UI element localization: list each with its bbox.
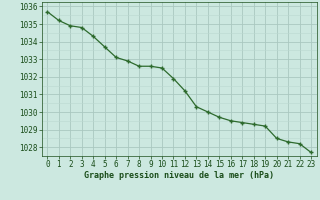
- X-axis label: Graphe pression niveau de la mer (hPa): Graphe pression niveau de la mer (hPa): [84, 171, 274, 180]
